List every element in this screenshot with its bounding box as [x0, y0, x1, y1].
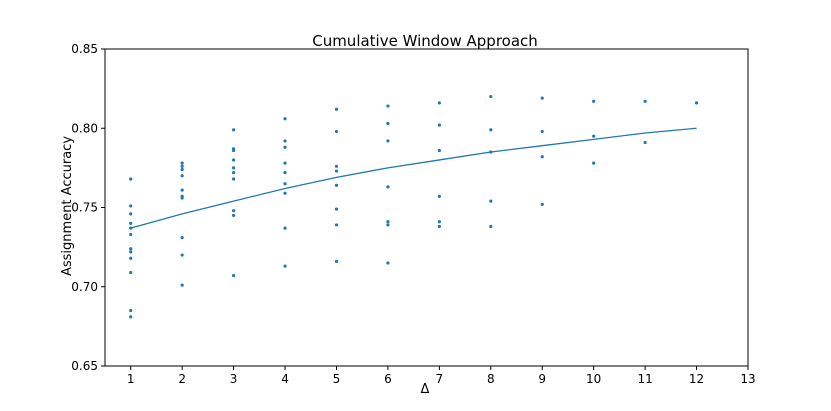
- y-tick-label: 0.65: [71, 359, 98, 373]
- plot-frame: [104, 48, 749, 367]
- data-point: [489, 199, 493, 203]
- data-point: [232, 166, 236, 170]
- data-point: [180, 253, 184, 257]
- data-point: [643, 99, 647, 103]
- data-point: [334, 164, 339, 168]
- data-point: [283, 139, 287, 143]
- data-point: [540, 155, 544, 159]
- data-point: [232, 213, 236, 218]
- data-point: [386, 139, 390, 143]
- data-point: [334, 169, 339, 173]
- data-point: [129, 247, 133, 251]
- data-point: [386, 185, 390, 189]
- data-point: [283, 117, 287, 121]
- chart-title: Cumulative Window Approach: [312, 32, 538, 50]
- data-point: [129, 232, 133, 237]
- data-point: [232, 158, 236, 162]
- y-axis-label: Assignment Accuracy: [60, 136, 75, 276]
- data-point: [334, 107, 339, 111]
- data-point: [540, 129, 544, 134]
- data-point: [180, 196, 184, 200]
- data-point: [386, 104, 390, 108]
- data-point: [283, 264, 287, 268]
- data-point: [592, 161, 596, 165]
- data-point: [437, 220, 441, 224]
- data-point: [180, 174, 184, 178]
- data-point: [386, 220, 390, 224]
- data-point: [283, 191, 287, 195]
- data-point: [232, 171, 236, 175]
- data-point: [540, 202, 544, 206]
- data-point: [386, 121, 390, 126]
- trend-line: [130, 127, 697, 229]
- x-tick-label: 5: [333, 372, 341, 386]
- data-point: [386, 223, 390, 227]
- x-tick-label: 11: [637, 372, 652, 386]
- x-tick-label: 4: [281, 372, 289, 386]
- data-point: [129, 204, 133, 208]
- data-point: [489, 128, 493, 132]
- data-point: [437, 148, 441, 153]
- data-point: [334, 183, 339, 187]
- data-point: [592, 99, 596, 103]
- data-point: [129, 308, 133, 313]
- data-point: [180, 283, 184, 287]
- data-point: [129, 177, 133, 181]
- data-point: [129, 315, 133, 319]
- data-point: [437, 101, 441, 105]
- x-tick-label: 6: [384, 372, 392, 386]
- axes: 1 2 3 4 5 6 7 8 9 10 11 12 130.650.700.750.800.85: [71, 42, 755, 386]
- x-tick-label: 3: [230, 372, 238, 386]
- data-point: [334, 223, 339, 227]
- data-point: [283, 182, 287, 186]
- data-point: [643, 140, 647, 145]
- data-point: [180, 164, 184, 168]
- y-tick-label: 0.80: [71, 121, 98, 135]
- data-point: [283, 145, 287, 149]
- x-tick-label: 12: [689, 372, 704, 386]
- data-point: [437, 123, 441, 127]
- data-point: [180, 236, 184, 240]
- y-tick-label: 0.70: [71, 280, 98, 294]
- data-point: [129, 250, 133, 254]
- data-point: [540, 96, 544, 100]
- x-axis-label: Δ: [421, 382, 430, 397]
- x-tick-label: 7: [436, 372, 444, 386]
- data-point: [232, 177, 236, 181]
- x-tick-label: 9: [538, 372, 546, 386]
- data-point: [232, 128, 236, 132]
- x-tick-label: 2: [178, 372, 186, 386]
- data-point: [180, 161, 184, 165]
- data-point: [592, 134, 596, 138]
- data-point: [129, 221, 133, 225]
- data-point: [232, 209, 236, 213]
- y-tick-label: 0.75: [71, 201, 98, 215]
- data-point: [334, 207, 339, 211]
- x-tick-label: 13: [740, 372, 755, 386]
- data-point: [334, 259, 339, 263]
- x-tick-label: 8: [487, 372, 495, 386]
- data-point: [129, 212, 133, 216]
- data-point: [694, 101, 699, 105]
- data-point: [437, 194, 441, 199]
- data-point: [283, 226, 287, 230]
- plot-area: [129, 94, 699, 319]
- data-point: [129, 256, 133, 260]
- data-point: [334, 129, 339, 134]
- data-point: [129, 270, 133, 275]
- data-point: [232, 148, 236, 153]
- x-tick-label: 10: [586, 372, 601, 386]
- data-point: [283, 161, 287, 165]
- data-point: [180, 167, 184, 172]
- data-point: [386, 261, 390, 265]
- data-point: [437, 224, 441, 229]
- data-point: [489, 94, 493, 99]
- data-point: [283, 171, 287, 175]
- data-point: [232, 274, 236, 278]
- data-point: [180, 188, 184, 192]
- x-tick-label: 1: [127, 372, 135, 386]
- data-point: [489, 224, 493, 229]
- y-tick-label: 0.85: [71, 42, 98, 56]
